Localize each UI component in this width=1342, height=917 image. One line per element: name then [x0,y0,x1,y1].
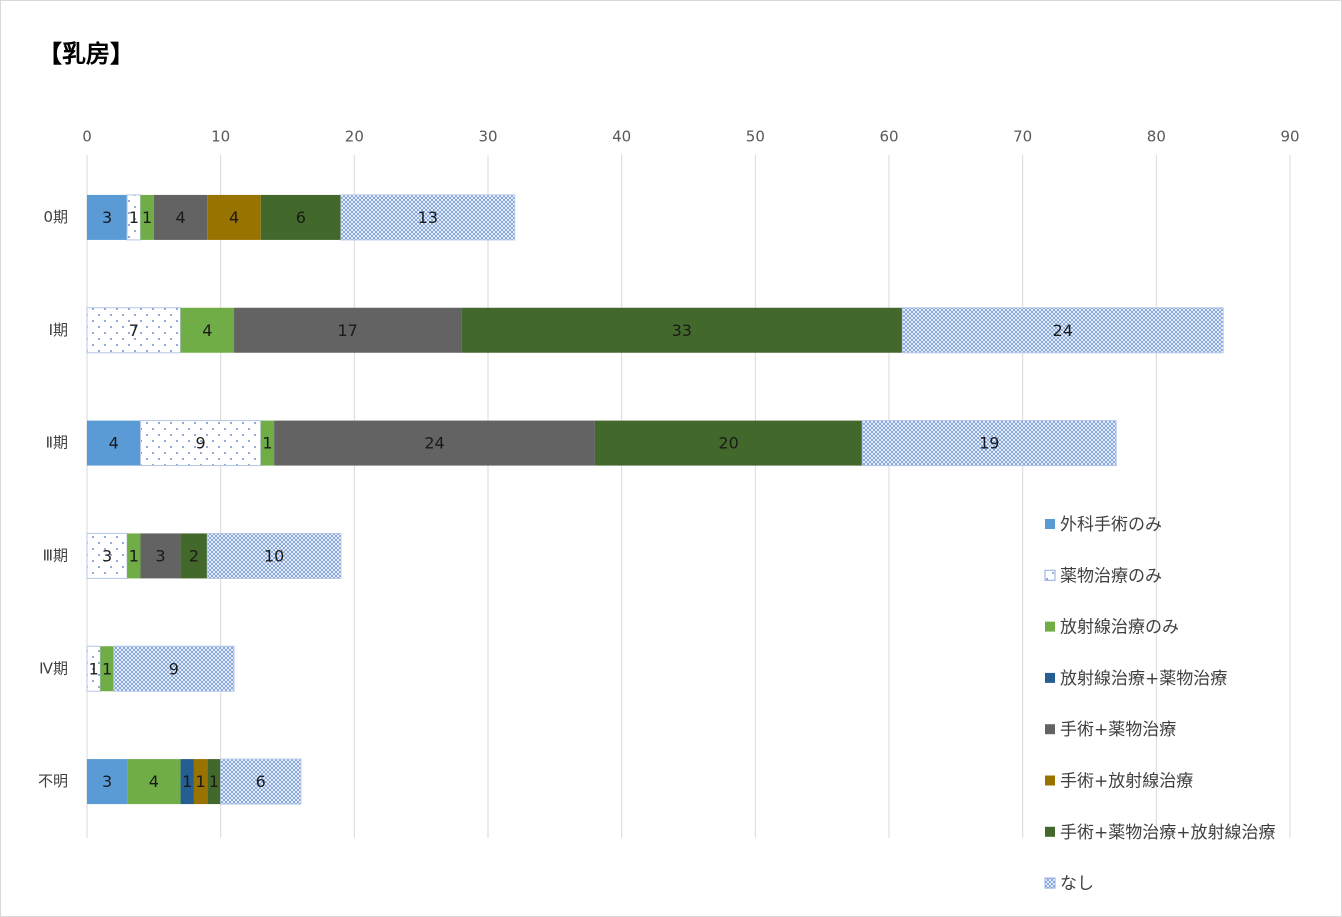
legend-label: 薬物治療のみ [1060,566,1162,586]
bar-segment [180,759,194,805]
legend-swatch [1045,826,1055,837]
data-label: 9 [196,434,206,453]
x-tick-label: 40 [612,128,631,146]
bar-segment [260,420,275,466]
data-label: 6 [296,208,306,227]
legend-swatch [1044,877,1056,889]
x-tick-label: 20 [345,128,364,146]
bar-segment [234,307,462,353]
x-tick-label: 0 [82,128,92,146]
x-tick-label: 10 [211,128,230,146]
legend-swatch [1045,621,1055,632]
chart-title: 【乳房】 [38,40,134,68]
data-label: 3 [102,208,112,227]
legend-label: 手術+薬物治療 [1060,720,1176,740]
bar-segment [87,420,141,466]
legend-swatch [1044,569,1056,581]
bar-segment [127,533,141,579]
bar-segment [207,759,221,805]
bar-segment [139,420,262,467]
legend-label: 手術+薬物治療+放射線治療 [1060,823,1276,843]
data-label: 17 [337,321,357,340]
data-label: 1 [102,659,112,678]
x-tick-label: 60 [879,128,898,146]
data-label: 19 [979,434,999,453]
bar-segment [86,532,128,579]
bar-segment [901,307,1224,354]
data-label: 1 [182,772,192,791]
data-label: 1 [262,434,272,453]
data-label: 2 [189,546,199,565]
bar-segment [87,759,128,805]
bar-segment [260,194,341,240]
bar-segment [206,532,342,579]
y-tick-label: Ⅳ期 [39,659,68,677]
data-label: 4 [229,208,239,227]
data-label: 1 [129,208,139,227]
bar-segment [113,645,235,692]
data-label: 4 [109,434,119,453]
legend-label: 手術+放射線治療 [1060,772,1193,792]
data-label: 24 [1053,321,1073,340]
y-tick-label: 不明 [38,772,68,790]
data-label: 1 [209,772,219,791]
bar-segment [127,759,181,805]
bar-segment [594,420,863,466]
data-label: 4 [175,208,185,227]
legend-swatch [1045,775,1055,786]
bar-segment [140,194,154,240]
x-tick-label: 80 [1147,128,1166,146]
bar-segment [461,307,903,353]
data-label: 7 [129,321,139,340]
bar-segment [180,307,235,353]
y-tick-label: Ⅱ期 [46,434,68,452]
data-label: 4 [149,772,159,791]
data-label: 6 [256,772,266,791]
bar-segment [87,194,128,240]
data-label: 24 [424,434,444,453]
x-tick-label: 30 [478,128,497,146]
bar-segment [100,646,114,692]
bar-segment [207,194,261,240]
data-label: 20 [718,434,738,453]
legend-label: なし [1060,874,1094,894]
bar-segment [861,420,1117,467]
legend-label: 放射線治療+薬物治療 [1060,669,1227,689]
data-label: 33 [672,321,692,340]
data-label: 3 [102,772,112,791]
data-label: 1 [89,659,99,678]
bar-segment [153,194,208,240]
data-label: 1 [142,208,152,227]
bar-segment [274,420,595,466]
x-tick-label: 50 [746,128,765,146]
data-label: 4 [202,321,212,340]
bar-segment [180,533,208,579]
x-tick-label: 70 [1013,128,1032,146]
data-label: 1 [196,772,206,791]
legend-swatch [1045,672,1055,683]
y-tick-label: 0期 [43,208,68,226]
data-label: 9 [169,659,179,678]
data-label: 3 [102,546,112,565]
bar-segment [140,533,181,579]
data-label: 10 [264,546,284,565]
legend-swatch [1045,724,1055,735]
legend-label: 放射線治療のみ [1060,618,1179,638]
x-tick-label: 90 [1280,128,1299,146]
bar-segment [193,759,208,805]
bar-segment [340,194,516,241]
data-label: 3 [155,546,165,565]
y-tick-label: Ⅲ期 [43,546,68,564]
legend-label: 外科手術のみ [1060,515,1162,535]
y-tick-label: Ⅰ期 [49,321,68,339]
data-label: 1 [129,546,139,565]
data-label: 13 [418,208,438,227]
bar-segment [220,758,302,805]
legend-swatch [1045,519,1055,529]
